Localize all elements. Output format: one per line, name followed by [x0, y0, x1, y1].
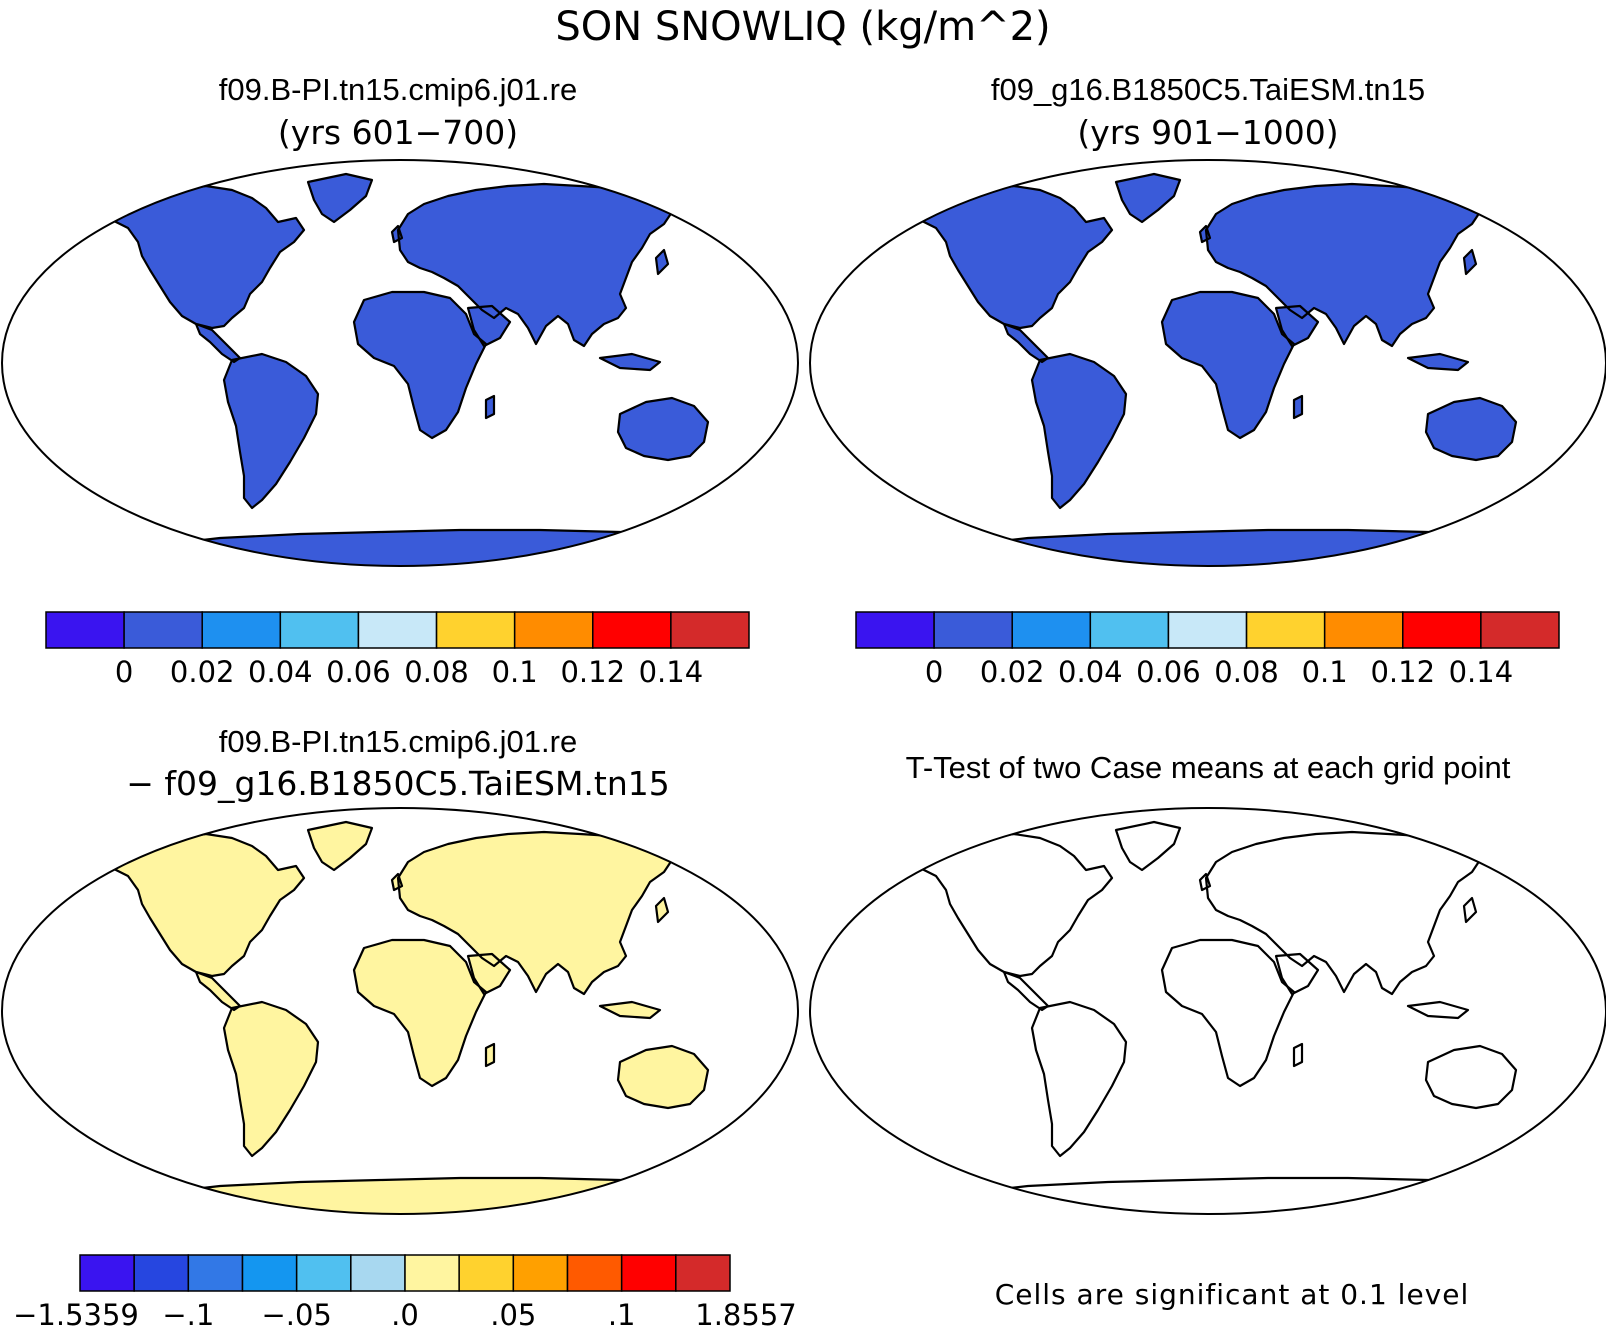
colorbar-tick-label: .0	[391, 1298, 419, 1327]
colorbar-tick-label: 0.14	[1449, 655, 1514, 689]
colorbar-swatch	[458, 1254, 515, 1292]
colorbar-swatch	[350, 1254, 406, 1292]
colorbar-swatch	[592, 611, 672, 649]
colorbar-swatch	[1480, 611, 1560, 649]
colorbar-tick-label: 0.02	[980, 655, 1045, 689]
panel-title-line2: (yrs 601−700)	[278, 113, 518, 152]
panel-title-line1: f09_g16.B1850C5.TaiESM.tn15	[991, 72, 1425, 107]
colorbar-swatch	[855, 611, 935, 649]
colorbar-swatch	[670, 611, 750, 649]
colorbar-swatch	[620, 1254, 677, 1292]
map-border	[809, 807, 1606, 1215]
colorbar-tick-label: 0.1	[492, 655, 538, 689]
colorbar-tick-label: 0.04	[1058, 655, 1123, 689]
map-case2	[809, 159, 1606, 567]
colorbar-tick-label: −.05	[261, 1298, 331, 1327]
colorbar-swatch	[1245, 611, 1326, 649]
colorbar-tick-label: 0.1	[1302, 655, 1348, 689]
colorbar-swatch	[513, 611, 594, 649]
colorbar-tick-label: 0.06	[326, 655, 391, 689]
colorbar-swatch	[45, 611, 125, 649]
colorbar-swatch	[123, 611, 203, 649]
colorbar-tick-label: 0.08	[404, 655, 469, 689]
colorbar-swatch	[1089, 611, 1170, 649]
colorbar-case2: 0 0.02 0.04 0.06 0.08 0.1 0.12 0.14	[855, 611, 1560, 689]
colorbar-tick-label: 0.08	[1214, 655, 1279, 689]
colorbar-swatch	[279, 611, 360, 649]
colorbar-swatch	[1011, 611, 1092, 649]
panel-title-line1: f09.B-PI.tn15.cmip6.j01.re	[219, 72, 577, 107]
colorbar-swatch	[404, 1254, 460, 1292]
colorbar-tick-label: 0.14	[639, 655, 704, 689]
colorbar-swatch	[133, 1254, 190, 1292]
colorbar-swatch	[675, 1254, 731, 1292]
colorbar-tick-label: 0.12	[560, 655, 625, 689]
panel-case2: f09_g16.B1850C5.TaiESM.tn15 (yrs 901−100…	[809, 72, 1606, 689]
colorbar-swatch	[295, 1254, 352, 1292]
colorbar-tick-label: 0.02	[170, 655, 235, 689]
colorbar-tick-label: 0	[115, 655, 133, 689]
map-ttest	[809, 807, 1606, 1215]
map-border	[809, 159, 1606, 567]
significant-cell	[1397, 1197, 1419, 1203]
colorbar-tick-label: 0.06	[1136, 655, 1201, 689]
colorbar-swatch	[435, 611, 516, 649]
colorbar-swatch	[933, 611, 1013, 649]
panel-title-line1: T-Test of two Case means at each grid po…	[906, 750, 1511, 785]
colorbar-case1: 0 0.02 0.04 0.06 0.08 0.1 0.12 0.14	[45, 611, 750, 689]
colorbar-swatch	[79, 1254, 135, 1292]
map-border	[1, 807, 799, 1215]
colorbar-tick-label: −1.5359	[13, 1298, 139, 1327]
panel-diff: f09.B-PI.tn15.cmip6.j01.re − f09_g16.B18…	[1, 724, 799, 1327]
colorbar-tick-label: −.1	[162, 1298, 214, 1327]
panel-title-line1: f09.B-PI.tn15.cmip6.j01.re	[219, 724, 577, 759]
map-diff	[1, 807, 799, 1215]
map-case1	[1, 159, 799, 567]
colorbar-tick-label: 0	[925, 655, 943, 689]
colorbar-swatch	[1323, 611, 1404, 649]
figure-title: SON SNOWLIQ (kg/m^2)	[555, 4, 1050, 50]
colorbar-tick-label: 1.8557	[695, 1298, 796, 1327]
significant-cell	[1017, 1195, 1039, 1201]
panel-case1: f09.B-PI.tn15.cmip6.j01.re (yrs 601−700)…	[1, 72, 799, 689]
colorbar-swatch	[187, 1254, 244, 1292]
colorbar-tick-label: 0.12	[1370, 655, 1435, 689]
colorbar-swatch	[241, 1254, 298, 1292]
colorbar-tick-label: .1	[608, 1298, 636, 1327]
panel-title-line2: (yrs 901−1000)	[1077, 113, 1338, 152]
significant-cell	[1432, 1192, 1464, 1204]
colorbar-tick-label: 0.04	[248, 655, 313, 689]
map-land	[890, 820, 1518, 1214]
colorbar-tick-label: .05	[490, 1298, 536, 1327]
colorbar-swatch	[566, 1254, 623, 1292]
colorbar-swatch	[1402, 611, 1482, 649]
colorbar-swatch	[201, 611, 282, 649]
panel-ttest: T-Test of two Case means at each grid po…	[809, 750, 1606, 1311]
map-land	[890, 172, 1518, 566]
map-border	[1, 159, 799, 567]
colorbar-diff: −1.5359 −.1 −.05 .0 .05 .1 1.8557	[13, 1254, 797, 1327]
colorbar-swatch	[357, 611, 438, 649]
colorbar-swatch	[512, 1254, 569, 1292]
significance-note: Cells are significant at 0.1 level	[995, 1278, 1470, 1311]
panel-title-line2: − f09_g16.B1850C5.TaiESM.tn15	[126, 764, 670, 803]
colorbar-swatch	[1167, 611, 1248, 649]
